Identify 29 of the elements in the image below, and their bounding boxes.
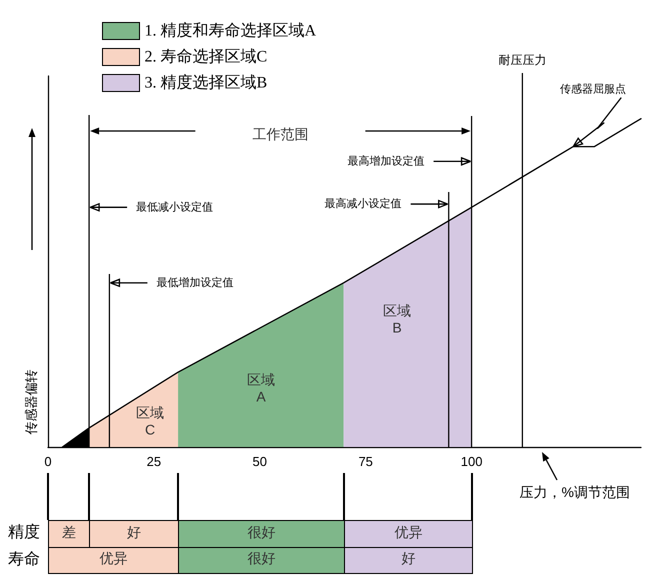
category-label: 精度 [8,524,40,542]
annotation: 最低增加设定值 [156,276,234,289]
annotation: 区域 B [383,302,411,336]
table-cell: 优异 [344,520,473,548]
annotation: 传感器屈服点 [560,82,626,96]
legend-label: 1. 精度和寿命选择区域A [144,22,316,40]
x-axis-title: 压力，%调节范围 [520,484,630,500]
ref-line-label: 耐压压力 [498,53,546,67]
legend-label: 2. 寿命选择区域C [144,48,268,66]
x-tick-label: 75 [358,454,373,469]
table-cell: 很好 [178,520,345,548]
category-label: 寿命 [8,550,40,568]
table-cell: 好 [344,546,473,574]
annotation: 区域 C [136,404,164,438]
table-cell: 差 [48,520,90,548]
table-cell: 很好 [178,546,345,574]
y-axis-title: 传感器偏转 [24,370,38,434]
table-cell: 优异 [48,546,179,574]
annotation: 最低减小设定值 [136,200,214,214]
annotation: 最高减小设定值 [324,197,402,210]
legend-label: 3. 精度选择区域B [144,74,268,92]
annotation: 最高增加设定值 [348,154,425,168]
x-tick-label: 0 [44,454,52,469]
x-tick-label: 50 [252,454,268,469]
annotation: 区域 A [247,372,275,404]
x-tick-label: 100 [460,454,482,469]
annotation: 工作范围 [252,126,308,142]
table-cell: 好 [89,520,179,548]
x-tick-label: 25 [146,454,162,469]
